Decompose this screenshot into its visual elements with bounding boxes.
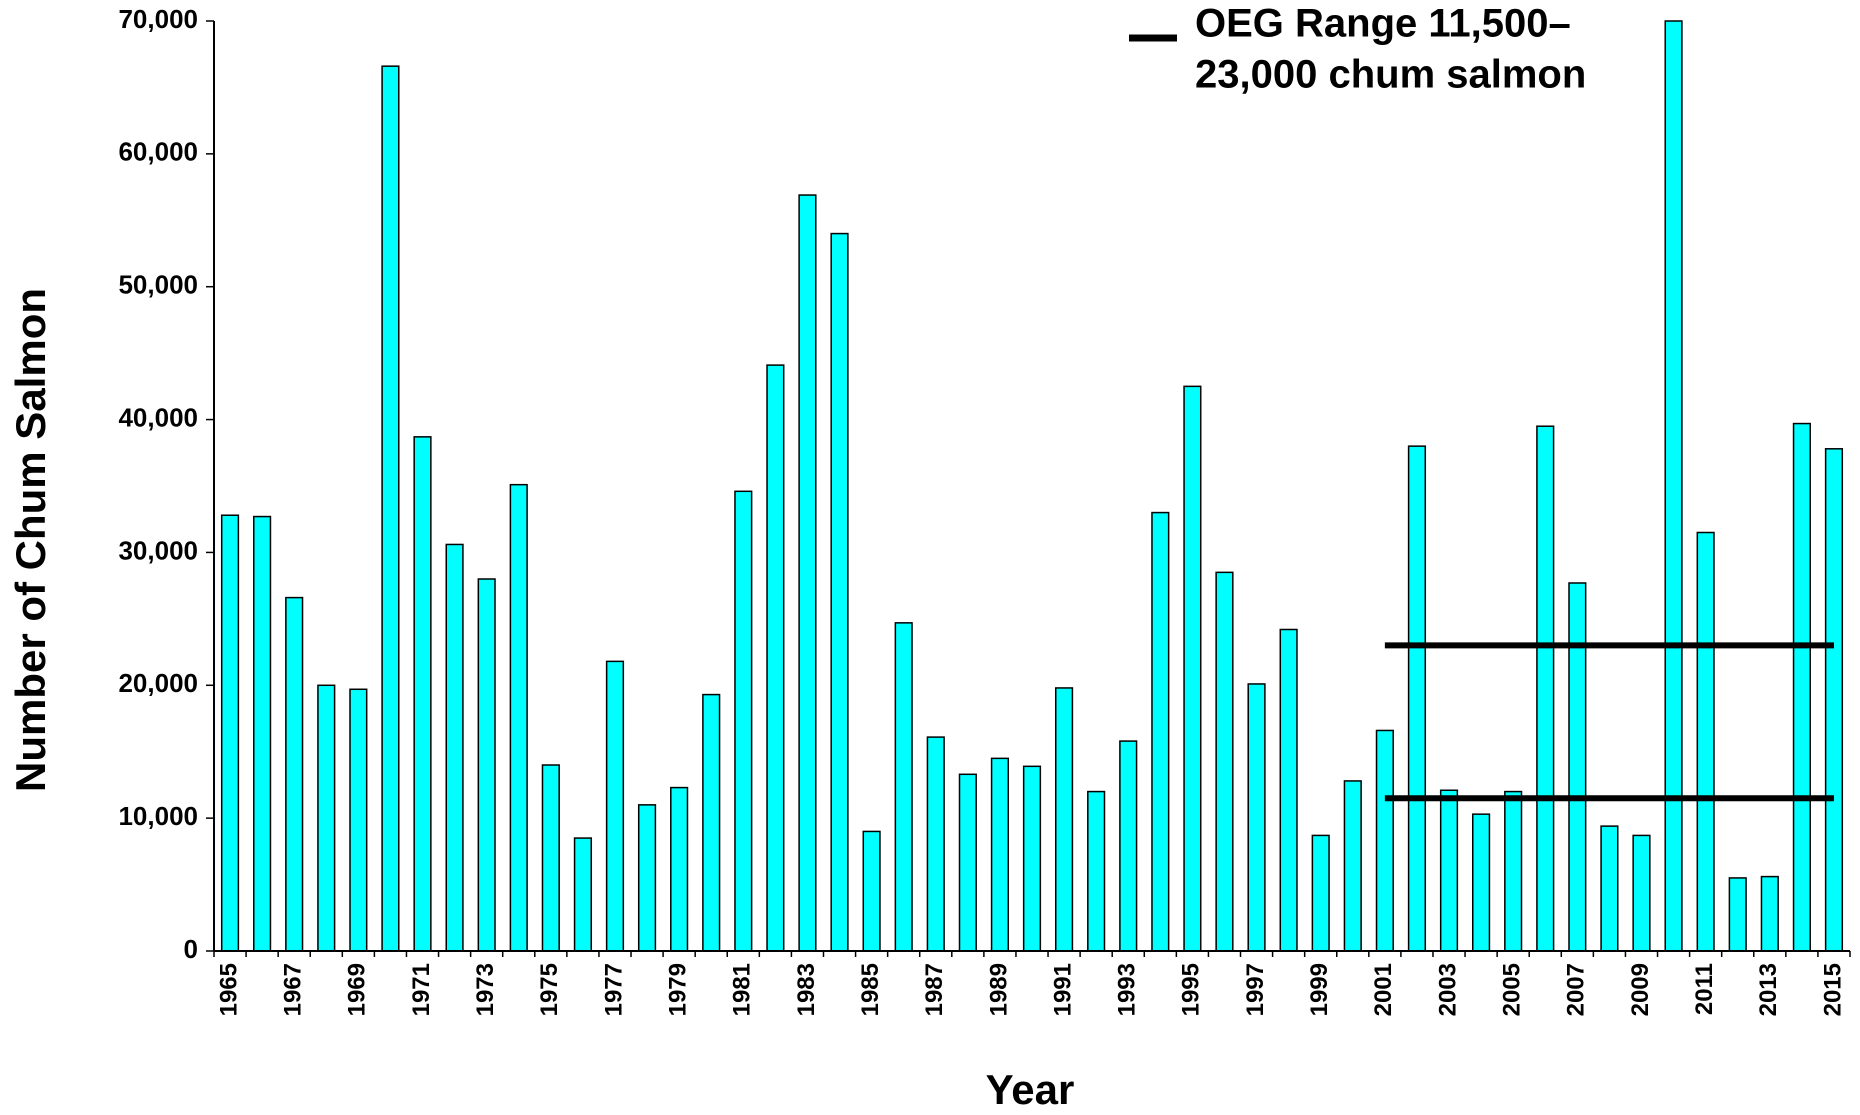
y-tick-label: 0 [184, 934, 198, 964]
x-tick-label: 1965 [215, 963, 242, 1016]
y-tick-label: 70,000 [118, 4, 198, 34]
x-tick-label: 1979 [664, 963, 691, 1016]
bar [1087, 790, 1106, 952]
bar [1504, 790, 1523, 952]
bar [1600, 825, 1619, 952]
bar [413, 436, 432, 952]
bar [253, 515, 272, 952]
bar [1311, 834, 1330, 952]
bar [1375, 729, 1394, 952]
y-tick-label: 20,000 [118, 668, 198, 698]
bar [830, 232, 849, 952]
bar [926, 736, 945, 952]
bar [285, 596, 304, 952]
bar [862, 830, 881, 952]
bar [1664, 20, 1683, 952]
bar [1792, 422, 1811, 952]
x-tick-label: 1967 [280, 963, 307, 1016]
bar [1054, 687, 1074, 952]
x-tick-label: 1999 [1306, 963, 1333, 1016]
bar [766, 364, 785, 952]
bar [1439, 789, 1459, 952]
x-tick-label: 1989 [985, 963, 1012, 1016]
bar [349, 688, 368, 952]
bar [670, 786, 689, 952]
x-tick-label: 1977 [600, 963, 627, 1016]
y-tick-label: 10,000 [118, 801, 198, 831]
x-tick-label: 2015 [1819, 963, 1846, 1016]
y-tick-label: 50,000 [118, 270, 198, 300]
x-tick-label: 1995 [1178, 963, 1205, 1016]
bar [1279, 628, 1298, 952]
bar [1728, 877, 1747, 952]
x-tick-label: 2005 [1499, 963, 1526, 1016]
y-tick-label: 30,000 [118, 535, 198, 565]
x-tick-label: 2011 [1691, 963, 1718, 1015]
bar [734, 490, 753, 952]
bar [1568, 582, 1587, 952]
bar [317, 684, 336, 952]
bar [1183, 385, 1202, 952]
x-tick-label: 1981 [729, 963, 756, 1016]
x-tick-label: 1969 [344, 963, 371, 1016]
x-tick-label: 2003 [1434, 963, 1461, 1016]
x-tick-label: 1993 [1114, 963, 1141, 1016]
x-tick-label: 2007 [1563, 963, 1590, 1016]
x-tick-label: 1983 [793, 963, 820, 1016]
bar [573, 837, 592, 952]
x-tick-label: 1985 [857, 963, 884, 1016]
bar [1119, 740, 1138, 952]
bar [605, 660, 625, 952]
y-tick-label: 60,000 [118, 137, 198, 167]
x-tick-label: 2001 [1370, 963, 1397, 1016]
bar [541, 764, 560, 952]
x-tick-label: 1997 [1242, 963, 1269, 1016]
bar [1696, 531, 1715, 952]
y-axis-title: Number of Chum Salmon [7, 288, 54, 792]
bar [1536, 425, 1555, 952]
bar [1151, 511, 1170, 952]
bar [894, 622, 913, 952]
x-tick-label: 2009 [1627, 963, 1654, 1016]
bar [1632, 834, 1651, 952]
bar [477, 578, 496, 952]
bar [798, 194, 817, 952]
bar [445, 543, 464, 952]
bar [1760, 875, 1779, 952]
bar [1407, 445, 1427, 952]
bar [1022, 765, 1042, 952]
bar [637, 804, 657, 952]
bar [1824, 448, 1844, 952]
bar [509, 483, 528, 952]
bar [1215, 571, 1234, 952]
x-tick-label: 1975 [536, 963, 563, 1016]
x-tick-label: 1971 [408, 963, 435, 1016]
x-tick-label: 1987 [921, 963, 948, 1016]
bar [220, 514, 240, 952]
x-tick-label: 2013 [1755, 963, 1782, 1016]
bar [958, 773, 977, 952]
legend-label: 23,000 chum salmon [1195, 53, 1586, 97]
bar [1247, 683, 1266, 952]
x-axis-title: Year [986, 1066, 1075, 1113]
x-tick-label: 1991 [1049, 963, 1076, 1016]
bar [1472, 813, 1491, 952]
x-tick-label: 1973 [472, 963, 499, 1016]
bar [702, 693, 721, 952]
bar [990, 757, 1010, 952]
y-tick-label: 40,000 [118, 402, 198, 432]
legend-label: OEG Range 11,500– [1195, 2, 1571, 46]
bar [1343, 780, 1362, 952]
bar [381, 65, 400, 952]
